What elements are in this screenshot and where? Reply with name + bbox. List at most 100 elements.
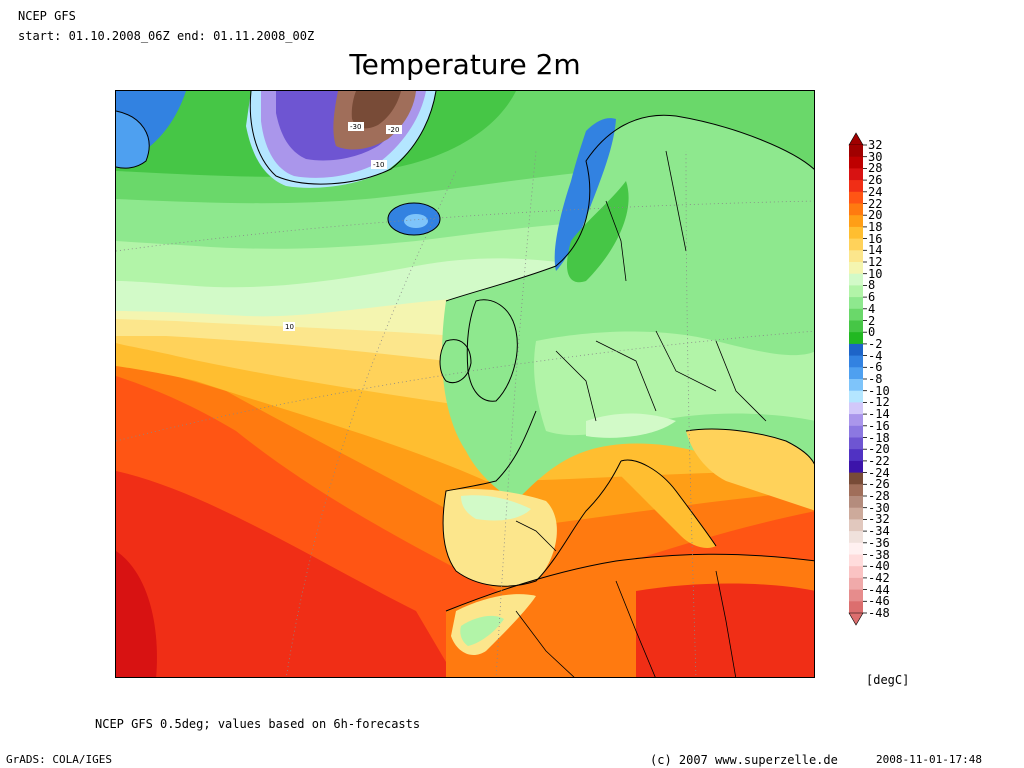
legend-swatch <box>849 355 863 368</box>
legend-swatch <box>849 577 863 590</box>
land-british-isles <box>467 299 518 402</box>
land-iberia-cool <box>461 495 531 521</box>
legend-swatch <box>849 449 863 462</box>
legend-swatch <box>849 308 863 321</box>
temp-band-28 <box>116 551 157 677</box>
legend-label: -26 <box>868 477 890 492</box>
legend-swatch <box>849 343 863 356</box>
legend-label: -4 <box>868 348 883 363</box>
legend-label: -22 <box>868 453 890 468</box>
land-central-europe <box>534 331 814 436</box>
forecast-period: start: 01.10.2008_06Z end: 01.11.2008_00… <box>18 29 315 43</box>
legend-label: -44 <box>868 582 890 597</box>
legend-swatch <box>849 262 863 275</box>
legend-swatch <box>849 215 863 228</box>
legend-label: -36 <box>868 535 890 550</box>
legend-label: -34 <box>868 524 890 539</box>
legend-label: -12 <box>868 395 890 410</box>
legend-label: -10 <box>868 383 890 398</box>
land-italy <box>616 460 716 548</box>
legend-swatch <box>849 531 863 544</box>
temp-band-26 <box>116 471 455 677</box>
legend-swatch <box>849 484 863 497</box>
legend-label: 12 <box>868 255 883 269</box>
legend-label: -14 <box>868 407 890 422</box>
legend-swatch <box>849 379 863 392</box>
model-source: NCEP GFS <box>18 9 76 23</box>
legend-label: -6 <box>868 360 883 375</box>
legend-label: 6 <box>868 290 876 305</box>
legend-label: -32 <box>868 512 890 527</box>
legend-swatch <box>849 472 863 485</box>
legend-label: -38 <box>868 547 890 562</box>
contour-label-minus-10: -10 <box>373 161 384 169</box>
legend-swatch <box>849 297 863 310</box>
temperature-field: -30 -20 -10 10 <box>116 91 814 677</box>
legend-bar <box>848 132 867 626</box>
legend-swatch <box>849 460 863 473</box>
legend-swatch <box>849 566 863 579</box>
legend-swatch <box>849 601 863 614</box>
legend-swatch <box>849 390 863 403</box>
legend-swatch <box>849 250 863 263</box>
coastlines <box>116 91 814 612</box>
legend-arrow-bottom <box>848 612 864 626</box>
legend-label: -8 <box>868 372 883 386</box>
legend-label: 22 <box>868 196 883 211</box>
map-title: Temperature 2m <box>349 48 581 81</box>
legend-swatch <box>849 402 863 415</box>
legend-swatch <box>849 145 863 158</box>
legend-label: 4 <box>868 301 876 316</box>
legend-label: -30 <box>868 500 890 515</box>
cold-labrador-coast <box>116 111 150 169</box>
land-atlas-peak <box>460 615 504 646</box>
legend-label: 0 <box>868 325 876 340</box>
graticule <box>116 150 814 677</box>
legend-swatch <box>849 168 863 181</box>
legend-label: 10 <box>868 266 883 281</box>
legend-swatch <box>849 425 863 438</box>
legend-label: -42 <box>868 570 890 585</box>
legend-swatch <box>849 156 863 169</box>
legend-label: -48 <box>868 606 890 620</box>
legend-swatch <box>849 542 863 555</box>
legend-swatch <box>849 320 863 333</box>
legend-swatch <box>849 496 863 509</box>
contour-label-minus-30: -30 <box>350 123 361 131</box>
legend-swatch <box>849 414 863 427</box>
software-credit: GrADS: COLA/IGES <box>6 753 112 766</box>
legend-swatch <box>849 332 863 345</box>
land-scandinavia-mid <box>566 181 629 283</box>
legend-label: 14 <box>868 243 883 258</box>
land-balkans <box>686 429 814 511</box>
country-borders <box>515 150 767 677</box>
legend-label: 18 <box>868 219 883 234</box>
legend-label: -18 <box>868 430 890 445</box>
legend-swatch <box>849 180 863 193</box>
contour-labels: -30 -20 -10 10 <box>283 122 402 331</box>
legend-swatch <box>849 226 863 239</box>
legend-label: 32 <box>868 138 883 152</box>
legend-label: 2 <box>868 313 876 328</box>
legend-label: -28 <box>868 489 890 503</box>
copyright: (c) 2007 www.superzelle.de <box>650 753 838 767</box>
legend-label: -46 <box>868 594 890 609</box>
legend-swatch <box>849 191 863 204</box>
land-ireland <box>440 339 471 383</box>
legend-label: 8 <box>868 278 876 293</box>
legend-label: -40 <box>868 559 890 574</box>
legend-swatch <box>849 203 863 216</box>
legend-arrow-top <box>848 132 864 146</box>
legend-label: 20 <box>868 208 883 223</box>
legend-label: 16 <box>868 231 883 246</box>
legend-swatch <box>849 554 863 567</box>
temperature-map: -30 -20 -10 10 <box>115 90 815 678</box>
legend-swatch <box>849 589 863 602</box>
legend-swatch <box>849 367 863 380</box>
legend-label: 24 <box>868 184 883 199</box>
color-legend <box>848 132 872 626</box>
land-alps <box>586 413 676 438</box>
legend-swatch <box>849 285 863 298</box>
contour-label-minus-20: -20 <box>388 126 399 134</box>
legend-label: -16 <box>868 418 890 433</box>
